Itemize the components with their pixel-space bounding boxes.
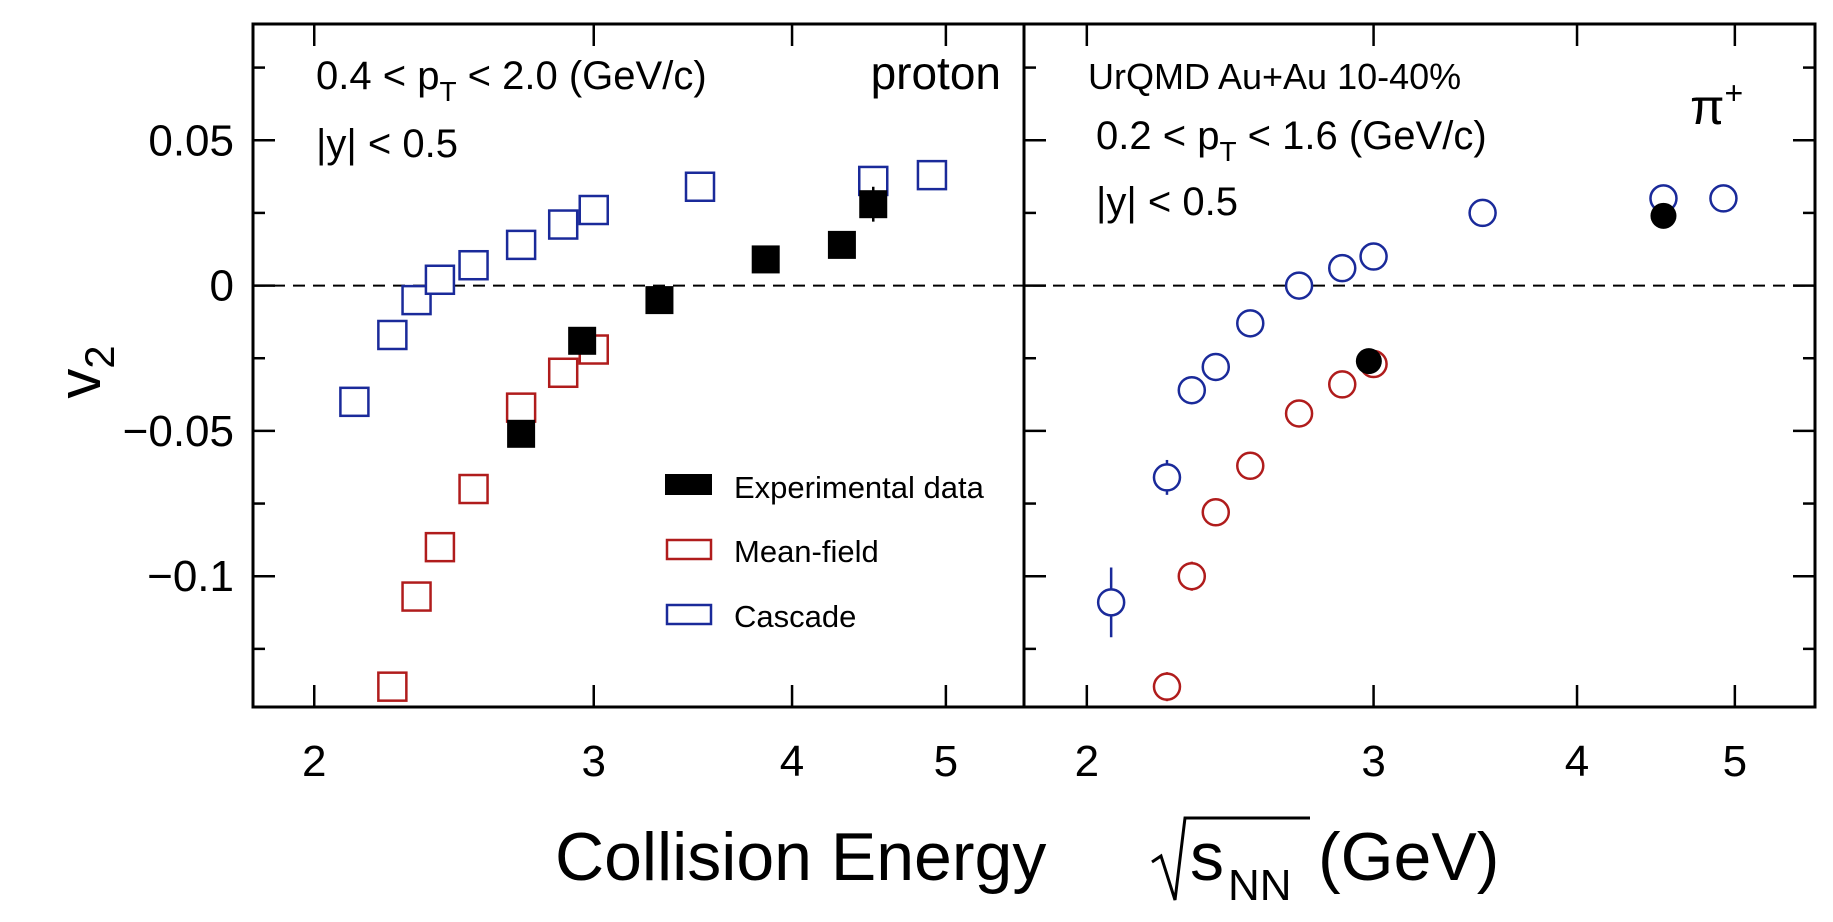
- pi+-cascade-point: [1236, 309, 1265, 338]
- proton-cascade-point: [458, 249, 489, 281]
- pi+-experimental-data-point: [1355, 348, 1382, 375]
- y-axis-label-sub: 2: [76, 345, 123, 368]
- x-tick-labels-proton: 2 3 4 5: [302, 737, 958, 786]
- proton-mean-field-point: [547, 357, 579, 389]
- y-tick-label: 0: [210, 262, 234, 311]
- x-tick-label: 2: [302, 737, 326, 786]
- pi+-cascade-point: [1468, 198, 1497, 228]
- proton-mean-field-point: [424, 531, 456, 563]
- pion-panel-label: π+: [1690, 75, 1743, 135]
- pi+-mean-field-point: [1236, 451, 1265, 481]
- proton-cascade-point: [684, 171, 716, 203]
- proton-experimental-data-point: [568, 326, 597, 355]
- legend-swatch-cascade: [665, 603, 713, 626]
- legend-swatch-mean-field: [665, 538, 713, 561]
- pion-rapidity-cut: |y| < 0.5: [1096, 180, 1238, 224]
- legend: Experimental data Mean-field Cascade: [665, 470, 985, 634]
- x-tick-label: 2: [1075, 737, 1099, 786]
- pi+-cascade-point: [1177, 375, 1207, 405]
- proton-cascade-point: [339, 386, 370, 418]
- proton-cascade-point: [377, 319, 408, 351]
- legend-label-cascade: Cascade: [734, 599, 856, 634]
- proton-experimental-data-point: [827, 230, 856, 259]
- x-axis-label-unit: (GeV): [1318, 819, 1499, 895]
- proton-panel-annotations: 0.4 < pT < 2.0 (GeV/c) |y| < 0.5 proton: [316, 47, 1001, 166]
- x-tick-label: 3: [581, 737, 605, 786]
- proton-pt-range: 0.4 < pT < 2.0 (GeV/c): [316, 54, 707, 107]
- y-tick-label: −0.05: [123, 407, 234, 456]
- pi+-mean-field-point: [1328, 370, 1357, 399]
- pi+-cascade-point: [1359, 242, 1388, 271]
- x-axis-label-s: s: [1190, 819, 1224, 895]
- x-tick-label: 5: [934, 737, 958, 786]
- x-axis-label-sub: NN: [1228, 861, 1292, 910]
- data-markers: [339, 159, 1738, 702]
- pi+-cascade-point: [1096, 588, 1126, 617]
- legend-swatch-experimental: [665, 474, 712, 495]
- proton-cascade-point: [505, 229, 537, 261]
- y-tick-label: −0.1: [147, 552, 234, 601]
- pi+-cascade-point: [1152, 463, 1182, 492]
- model-system-label: UrQMD Au+Au 10-40%: [1088, 56, 1461, 97]
- pi+-mean-field-point: [1152, 672, 1182, 701]
- proton-cascade-point: [578, 194, 609, 226]
- y-axis-label: v2: [46, 345, 123, 398]
- y-tick-labels: 0.05 0 −0.05 −0.1: [123, 116, 234, 601]
- proton-experimental-data-point: [751, 245, 780, 274]
- proton-rapidity-cut: |y| < 0.5: [316, 122, 458, 166]
- pion-panel-annotations: UrQMD Au+Au 10-40% 0.2 < pT < 1.6 (GeV/c…: [1088, 56, 1743, 224]
- proton-mean-field-point: [505, 392, 537, 423]
- pi+-mean-field-point: [1201, 498, 1231, 527]
- x-tick-labels-pion: 2 3 4 5: [1075, 737, 1748, 786]
- plot-frame: [251, 22, 1817, 709]
- x-axis-label: Collision Energy s NN (GeV): [555, 816, 1499, 910]
- x-tick-label: 4: [780, 737, 804, 786]
- x-tick-label: 3: [1361, 737, 1385, 786]
- pi+-cascade-point: [1709, 184, 1738, 213]
- proton-experimental-data-point: [859, 190, 888, 219]
- proton-experimental-data-point: [645, 286, 674, 315]
- legend-label-experimental: Experimental data: [734, 470, 985, 505]
- y-tick-label: 0.05: [148, 116, 234, 165]
- pion-pt-range: 0.2 < pT < 1.6 (GeV/c): [1096, 114, 1487, 167]
- pi+-cascade-point: [1201, 352, 1231, 382]
- proton-mean-field-point: [377, 671, 408, 702]
- proton-experimental-data-point: [507, 419, 536, 448]
- pi+-experimental-data-point: [1650, 202, 1677, 229]
- proton-panel-label: proton: [871, 47, 1001, 99]
- svg-text:v2: v2: [46, 345, 123, 398]
- tick-marks: [253, 24, 1815, 707]
- pi+-cascade-point: [1284, 271, 1314, 300]
- proton-cascade-point: [547, 209, 579, 240]
- pi+-mean-field-point: [1284, 399, 1314, 428]
- pi+-mean-field-point: [1177, 561, 1207, 591]
- legend-label-mean-field: Mean-field: [734, 534, 879, 569]
- y-axis-label-main: v: [46, 369, 113, 399]
- sqrt-sign: [1151, 816, 1310, 901]
- x-tick-label: 5: [1723, 737, 1747, 786]
- proton-cascade-point: [424, 264, 456, 296]
- pi+-cascade-point: [1328, 253, 1357, 283]
- proton-mean-field-point: [401, 581, 432, 612]
- proton-mean-field-point: [458, 473, 489, 505]
- proton-cascade-point: [916, 159, 948, 191]
- x-axis-label-text: Collision Energy: [555, 819, 1046, 895]
- x-tick-label: 4: [1565, 737, 1589, 786]
